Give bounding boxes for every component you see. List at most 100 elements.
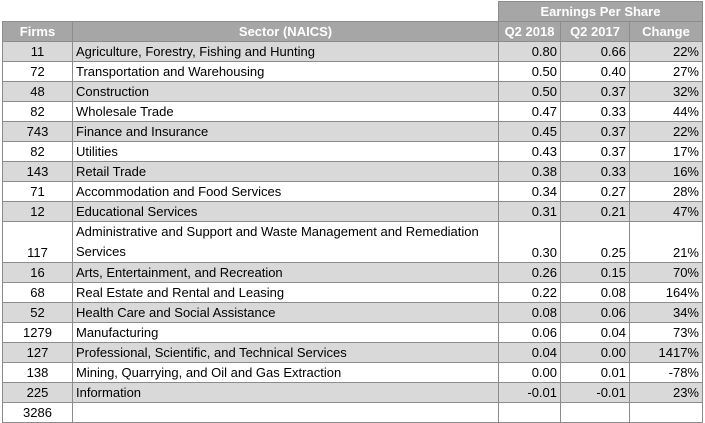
sector-cell: Health Care and Social Assistance (72, 302, 499, 323)
change-cell: 22% (629, 41, 703, 62)
sector-cell: Arts, Entertainment, and Recreation (72, 262, 499, 283)
sector-cell: Utilities (72, 141, 499, 162)
firms-cell: 143 (2, 161, 73, 182)
q2-2018-cell: 0.38 (498, 161, 561, 182)
firms-cell: 11 (2, 41, 73, 62)
firms-cell: 16 (2, 262, 73, 283)
table-row: 68 Real Estate and Rental and Leasing 0.22… (2, 282, 703, 303)
sector-cell: Real Estate and Rental and Leasing (72, 282, 499, 303)
header-blank-cell (2, 1, 499, 22)
q2-2017-cell: 0.08 (560, 282, 630, 303)
firms-cell: 82 (2, 101, 73, 122)
sector-cell: Agriculture, Forestry, Fishing and Hunti… (72, 41, 499, 62)
sector-cell: Manufacturing (72, 322, 499, 343)
firms-cell: 127 (2, 342, 73, 363)
table-row: 82 Utilities 0.43 0.37 17% (2, 141, 703, 162)
q2-2018-cell: 0.50 (498, 81, 561, 102)
table-row: 1279 Manufacturing 0.06 0.04 73% (2, 322, 703, 343)
col-header-q2-2018: Q2 2018 (498, 21, 561, 42)
header-group-row: Earnings Per Share (2, 1, 703, 22)
change-cell: 23% (629, 382, 703, 403)
q2-2017-cell: 0.40 (560, 61, 630, 82)
table-row: 11 Agriculture, Forestry, Fishing and Hun… (2, 41, 703, 62)
empty-cell (498, 402, 561, 423)
total-firms-cell: 3286 (2, 402, 73, 423)
firms-cell: 12 (2, 201, 73, 222)
change-cell: 44% (629, 101, 703, 122)
table-row: 12 Educational Services 0.31 0.21 47% (2, 201, 703, 222)
table-row: 143 Retail Trade 0.38 0.33 16% (2, 161, 703, 182)
q2-2018-cell: -0.01 (498, 382, 561, 403)
total-row: 3286 (2, 402, 703, 423)
change-cell: 73% (629, 322, 703, 343)
firms-cell: 117 (2, 221, 73, 263)
q2-2017-cell: 0.15 (560, 262, 630, 283)
col-header-change: Change (629, 21, 703, 42)
q2-2018-cell: 0.30 (498, 221, 561, 263)
sector-cell: Information (72, 382, 499, 403)
table-row: 16 Arts, Entertainment, and Recreation 0.2… (2, 262, 703, 283)
table-row: 82 Wholesale Trade 0.47 0.33 44% (2, 101, 703, 122)
change-cell: 32% (629, 81, 703, 102)
change-cell: 22% (629, 121, 703, 142)
q2-2017-cell: 0.21 (560, 201, 630, 222)
sector-cell: Professional, Scientific, and Technical … (72, 342, 499, 363)
empty-cell (560, 402, 630, 423)
change-cell: 34% (629, 302, 703, 323)
table-row: 225 Information -0.01 -0.01 23% (2, 382, 703, 403)
col-header-firms: Firms (2, 21, 73, 42)
firms-cell: 1279 (2, 322, 73, 343)
sector-cell: Construction (72, 81, 499, 102)
q2-2018-cell: 0.04 (498, 342, 561, 363)
q2-2017-cell: 0.06 (560, 302, 630, 323)
firms-cell: 138 (2, 362, 73, 383)
q2-2017-cell: 0.37 (560, 121, 630, 142)
change-cell: 164% (629, 282, 703, 303)
sector-cell: Educational Services (72, 201, 499, 222)
sector-cell: Retail Trade (72, 161, 499, 182)
table-row: 48 Construction 0.50 0.37 32% (2, 81, 703, 102)
col-header-q2-2017: Q2 2017 (560, 21, 630, 42)
q2-2018-cell: 0.08 (498, 302, 561, 323)
q2-2018-cell: 0.47 (498, 101, 561, 122)
q2-2018-cell: 0.00 (498, 362, 561, 383)
q2-2017-cell: 0.33 (560, 101, 630, 122)
q2-2017-cell: 0.00 (560, 342, 630, 363)
change-cell: 21% (629, 221, 703, 263)
firms-cell: 68 (2, 282, 73, 303)
header-group-label: Earnings Per Share (498, 1, 703, 22)
sector-cell: Accommodation and Food Services (72, 181, 499, 202)
firms-cell: 743 (2, 121, 73, 142)
change-cell: 47% (629, 201, 703, 222)
table-row: 138 Mining, Quarrying, and Oil and Gas Ex… (2, 362, 703, 383)
sector-cell: Administrative and Support and Waste Man… (72, 221, 499, 263)
q2-2018-cell: 0.22 (498, 282, 561, 303)
sector-cell: Finance and Insurance (72, 121, 499, 142)
table-row: 743 Finance and Insurance 0.45 0.37 22% (2, 121, 703, 142)
firms-cell: 225 (2, 382, 73, 403)
q2-2017-cell: 0.01 (560, 362, 630, 383)
q2-2017-cell: 0.27 (560, 181, 630, 202)
firms-cell: 52 (2, 302, 73, 323)
table-row: 72 Transportation and Warehousing 0.50 0.40… (2, 61, 703, 82)
sector-cell: Mining, Quarrying, and Oil and Gas Extra… (72, 362, 499, 383)
q2-2017-cell: 0.66 (560, 41, 630, 62)
change-cell: 16% (629, 161, 703, 182)
empty-cell (72, 402, 499, 423)
q2-2017-cell: 0.04 (560, 322, 630, 343)
q2-2018-cell: 0.34 (498, 181, 561, 202)
firms-cell: 71 (2, 181, 73, 202)
q2-2018-cell: 0.26 (498, 262, 561, 283)
header-columns-row: Firms Sector (NAICS) Q2 2018 Q2 2017 Cha… (2, 21, 703, 42)
q2-2017-cell: 0.37 (560, 141, 630, 162)
empty-cell (629, 402, 703, 423)
change-cell: 70% (629, 262, 703, 283)
col-header-sector: Sector (NAICS) (72, 21, 499, 42)
q2-2018-cell: 0.45 (498, 121, 561, 142)
table-row: 52 Health Care and Social Assistance 0.08 0… (2, 302, 703, 323)
table-row: 71 Accommodation and Food Services 0.34 0.2… (2, 181, 703, 202)
table-row: 117 Administrative and Support and Waste … (2, 221, 703, 263)
firms-cell: 82 (2, 141, 73, 162)
q2-2018-cell: 0.50 (498, 61, 561, 82)
